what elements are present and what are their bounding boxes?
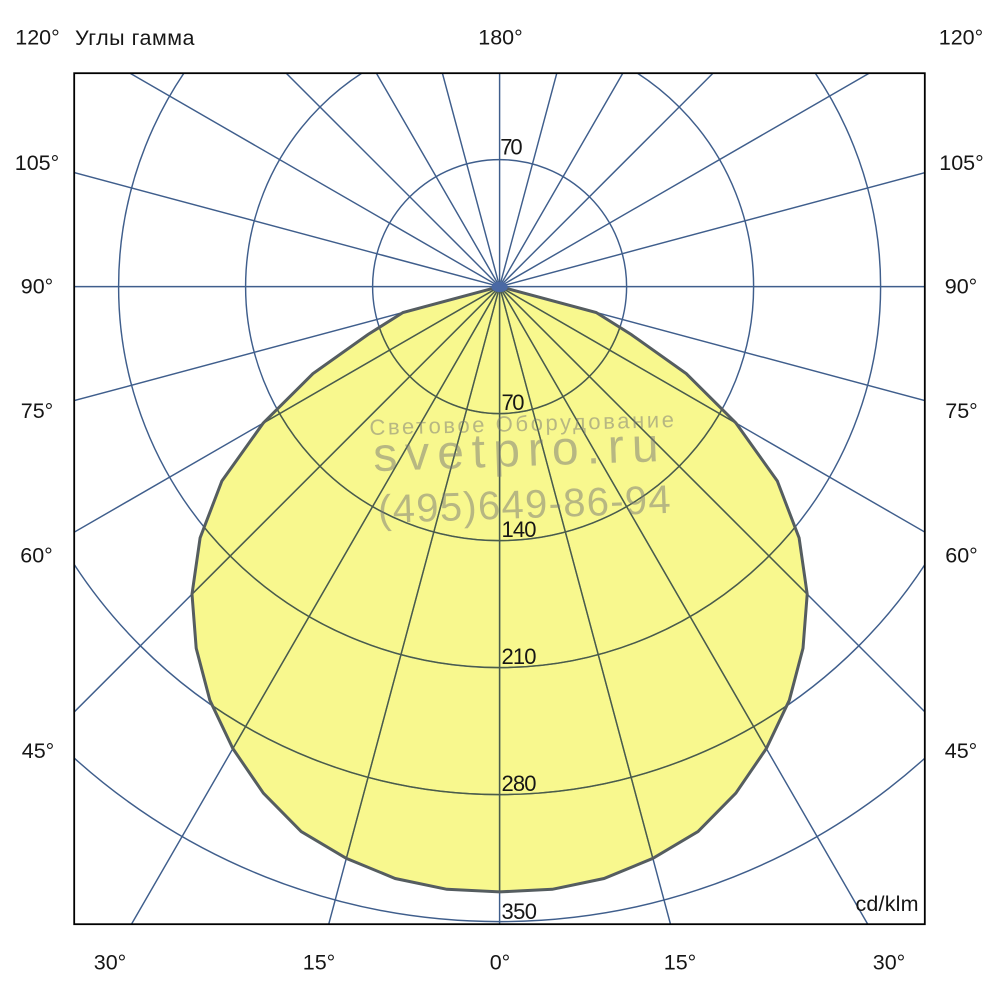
svg-text:70: 70	[502, 390, 525, 415]
svg-text:90°: 90°	[21, 275, 54, 299]
svg-text:0°: 0°	[490, 951, 511, 975]
svg-text:280: 280	[502, 771, 537, 796]
svg-text:75°: 75°	[21, 399, 54, 423]
svg-text:90°: 90°	[945, 275, 978, 299]
svg-text:svetpro.ru: svetpro.ru	[372, 419, 667, 482]
svg-text:15°: 15°	[303, 951, 336, 975]
svg-text:105°: 105°	[939, 151, 983, 175]
svg-text:350: 350	[502, 899, 538, 924]
svg-text:140: 140	[502, 517, 537, 542]
svg-text:15°: 15°	[664, 951, 697, 975]
svg-text:120°: 120°	[15, 26, 59, 50]
svg-text:75°: 75°	[945, 399, 978, 423]
svg-text:180°: 180°	[478, 26, 522, 50]
svg-text:45°: 45°	[22, 739, 55, 763]
svg-text:60°: 60°	[945, 544, 978, 568]
svg-text:(495)649-86-94: (495)649-86-94	[377, 478, 672, 532]
svg-text:30°: 30°	[873, 951, 906, 975]
svg-text:60°: 60°	[20, 544, 53, 568]
svg-text:30°: 30°	[94, 951, 127, 975]
svg-text:70: 70	[500, 134, 522, 159]
svg-text:120°: 120°	[939, 26, 983, 50]
svg-text:105°: 105°	[15, 151, 59, 175]
svg-text:cd/klm: cd/klm	[856, 892, 919, 916]
svg-text:45°: 45°	[945, 739, 978, 763]
svg-text:Углы гамма: Углы гамма	[75, 26, 195, 50]
svg-text:210: 210	[502, 644, 537, 669]
